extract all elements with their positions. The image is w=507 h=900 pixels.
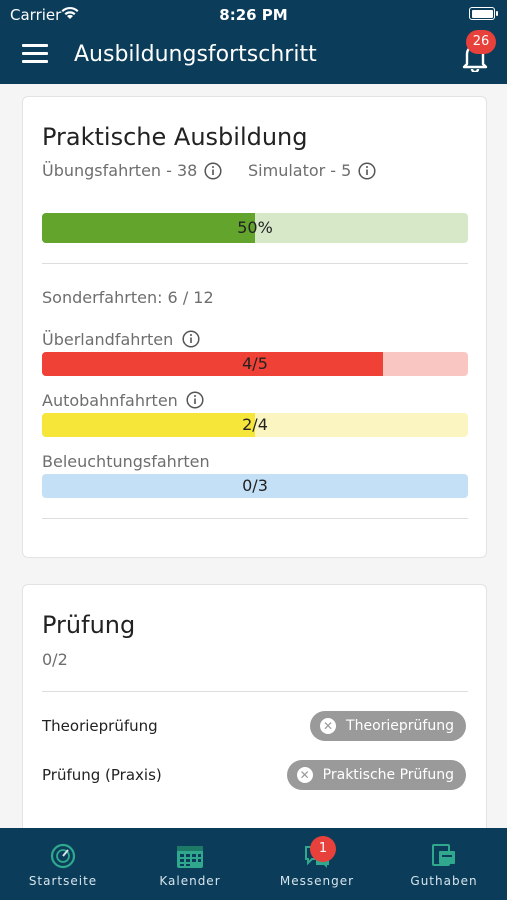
- ueberland-progress-fill: [42, 352, 383, 376]
- theory-exam-chip[interactable]: ✕ Theorieprüfung: [310, 711, 466, 741]
- autobahn-progress-label: 2/4: [242, 415, 268, 434]
- divider: [42, 518, 468, 519]
- practice-drives-count: Übungsfahrten - 38: [42, 161, 198, 180]
- practical-training-card: Praktische Ausbildung Übungsfahrten - 38…: [22, 96, 487, 558]
- bottom-tab-bar: Startseite Kalender Messenger Guthaben: [0, 828, 507, 900]
- practical-exam-chip[interactable]: ✕ Praktische Prüfung: [286, 760, 466, 790]
- practical-title: Praktische Ausbildung: [42, 123, 308, 151]
- wallet-icon: [432, 844, 455, 866]
- simulator-count: Simulator - 5: [248, 161, 352, 180]
- carrier-label: Carrier: [10, 6, 62, 24]
- tab-label: Startseite: [28, 874, 98, 888]
- info-icon[interactable]: [182, 330, 200, 348]
- autobahn-progress-fill: [42, 413, 255, 437]
- page-title: Ausbildungsfortschritt: [74, 42, 317, 67]
- special-drives-count: Sonderfahrten: 6 / 12: [42, 288, 214, 307]
- item-label-beleuchtung: Beleuchtungsfahrten: [42, 452, 210, 471]
- clock: 8:26 PM: [219, 6, 288, 24]
- tab-kalender[interactable]: Kalender: [127, 828, 253, 900]
- overall-progress-label: 50%: [237, 218, 273, 237]
- ueberland-progress-bar: 4/5: [42, 352, 468, 376]
- theory-exam-label: Theorieprüfung: [42, 717, 158, 735]
- status-bar: Carrier 8:26 PM: [0, 0, 507, 28]
- exam-count: 0/2: [42, 650, 68, 669]
- battery-icon: [469, 7, 498, 20]
- item-label-autobahn: Autobahnfahrten: [42, 391, 178, 410]
- divider: [42, 263, 468, 264]
- messenger-badge: 1: [310, 836, 336, 862]
- wifi-icon: [61, 6, 79, 19]
- exam-title: Prüfung: [42, 611, 136, 639]
- divider: [42, 691, 468, 692]
- practical-exam-label: Prüfung (Praxis): [42, 766, 162, 784]
- notification-count-badge: 26: [466, 30, 496, 54]
- overall-progress-bar: 50%: [42, 213, 468, 243]
- tab-label: Kalender: [159, 874, 221, 888]
- beleuchtung-progress-bar: 0/3: [42, 474, 468, 498]
- tab-guthaben[interactable]: Guthaben: [381, 828, 507, 900]
- app-header: Carrier 8:26 PM Ausbildungsfortschritt: [0, 0, 507, 84]
- hamburger-menu-icon[interactable]: [22, 44, 48, 64]
- calendar-icon: [177, 846, 203, 868]
- close-icon: ✕: [320, 718, 337, 734]
- close-icon: ✕: [296, 767, 313, 783]
- overall-progress-fill: [42, 213, 255, 243]
- ueberland-progress-label: 4/5: [242, 354, 268, 373]
- dashboard-icon: [50, 843, 76, 869]
- beleuchtung-progress-label: 0/3: [242, 476, 268, 495]
- tab-startseite[interactable]: Startseite: [0, 828, 126, 900]
- autobahn-progress-bar: 2/4: [42, 413, 468, 437]
- exam-card: Prüfung 0/2 Theorieprüfung ✕ Theorieprüf…: [22, 584, 487, 834]
- theory-exam-chip-label: Theorieprüfung: [346, 718, 454, 734]
- tab-label: Messenger: [279, 874, 355, 888]
- info-icon[interactable]: [358, 162, 376, 180]
- info-icon[interactable]: [186, 391, 204, 409]
- practical-exam-chip-label: Praktische Prüfung: [322, 767, 454, 783]
- info-icon[interactable]: [204, 162, 222, 180]
- tab-label: Guthaben: [410, 874, 478, 888]
- item-label-ueberland: Überlandfahrten: [42, 330, 174, 349]
